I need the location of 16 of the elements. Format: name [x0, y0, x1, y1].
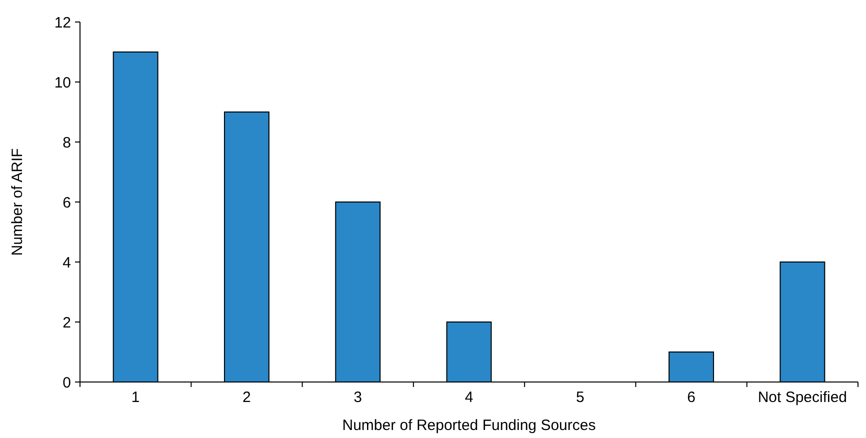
y-tick-label: 10	[54, 74, 71, 92]
y-tick-label: 4	[62, 254, 71, 272]
x-tick-label: 3	[354, 389, 362, 406]
x-tick-label: 6	[687, 389, 696, 406]
x-axis-title: Number of Reported Funding Sources	[342, 417, 596, 434]
y-tick-label: 6	[62, 194, 71, 212]
x-tick-label: Not Specified	[758, 389, 848, 406]
x-tick-label: 2	[242, 389, 251, 406]
x-tick-label: 1	[131, 389, 140, 406]
y-tick-label: 2	[62, 314, 71, 332]
y-tick-label: 0	[62, 374, 71, 392]
y-tick-label: 8	[62, 134, 71, 152]
y-axis-title: Number of ARIF	[9, 148, 26, 256]
y-tick-label: 12	[54, 14, 71, 32]
x-tick-label: 4	[464, 389, 474, 406]
x-tick-label: 5	[576, 389, 584, 406]
